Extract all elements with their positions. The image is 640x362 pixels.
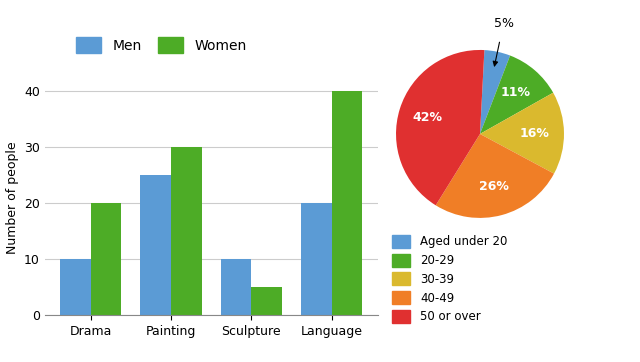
Text: 5%: 5% bbox=[493, 17, 513, 30]
Bar bbox=[140, 175, 171, 315]
Text: 11%: 11% bbox=[500, 86, 531, 99]
Bar bbox=[252, 287, 282, 315]
Bar bbox=[221, 259, 252, 315]
Text: 16%: 16% bbox=[520, 127, 550, 140]
Text: 26%: 26% bbox=[479, 180, 509, 193]
Bar bbox=[60, 259, 90, 315]
Wedge shape bbox=[480, 50, 510, 134]
Legend: Men, Women: Men, Women bbox=[70, 31, 252, 59]
Y-axis label: Number of people: Number of people bbox=[6, 141, 19, 254]
Wedge shape bbox=[396, 50, 484, 205]
Legend: Aged under 20, 20-29, 30-39, 40-49, 50 or over: Aged under 20, 20-29, 30-39, 40-49, 50 o… bbox=[387, 230, 512, 328]
Wedge shape bbox=[480, 93, 564, 174]
Bar bbox=[171, 147, 202, 315]
Wedge shape bbox=[480, 55, 553, 134]
Text: 42%: 42% bbox=[413, 111, 443, 124]
Bar bbox=[301, 203, 332, 315]
Wedge shape bbox=[436, 134, 554, 218]
Bar bbox=[90, 203, 121, 315]
Bar bbox=[332, 91, 362, 315]
